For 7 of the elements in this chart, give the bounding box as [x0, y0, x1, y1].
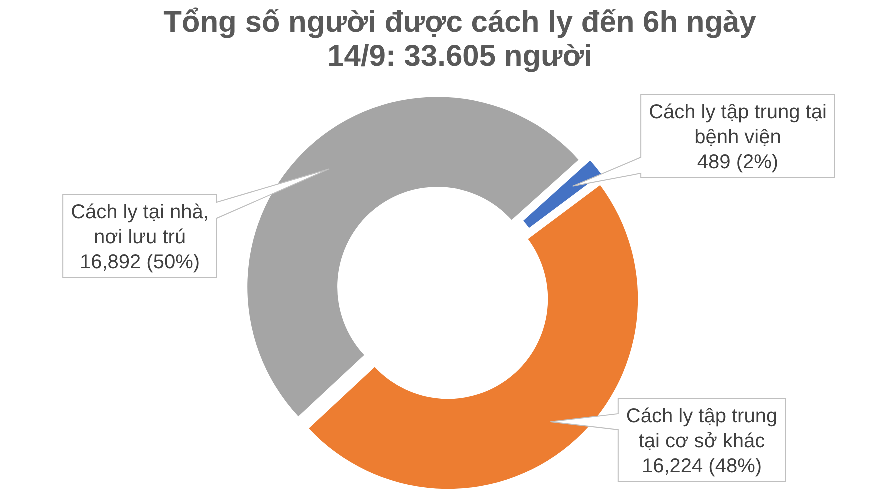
slice-label: Cách ly tại nhà, nơi lưu trú	[71, 202, 209, 248]
slice-label: Cách ly tập trung tại cơ sở khác	[626, 406, 778, 452]
slice-label: Cách ly tập trung tại bệnh viện	[649, 102, 827, 148]
data-label: 16,224 (48%)	[642, 456, 762, 478]
chart-title: Tổng số người được cách ly đến 6h ngày 14/9: 33.605 người	[164, 6, 757, 73]
data-label: 489 (2%)	[697, 152, 779, 174]
data-label: 16,892 (50%)	[80, 252, 200, 274]
